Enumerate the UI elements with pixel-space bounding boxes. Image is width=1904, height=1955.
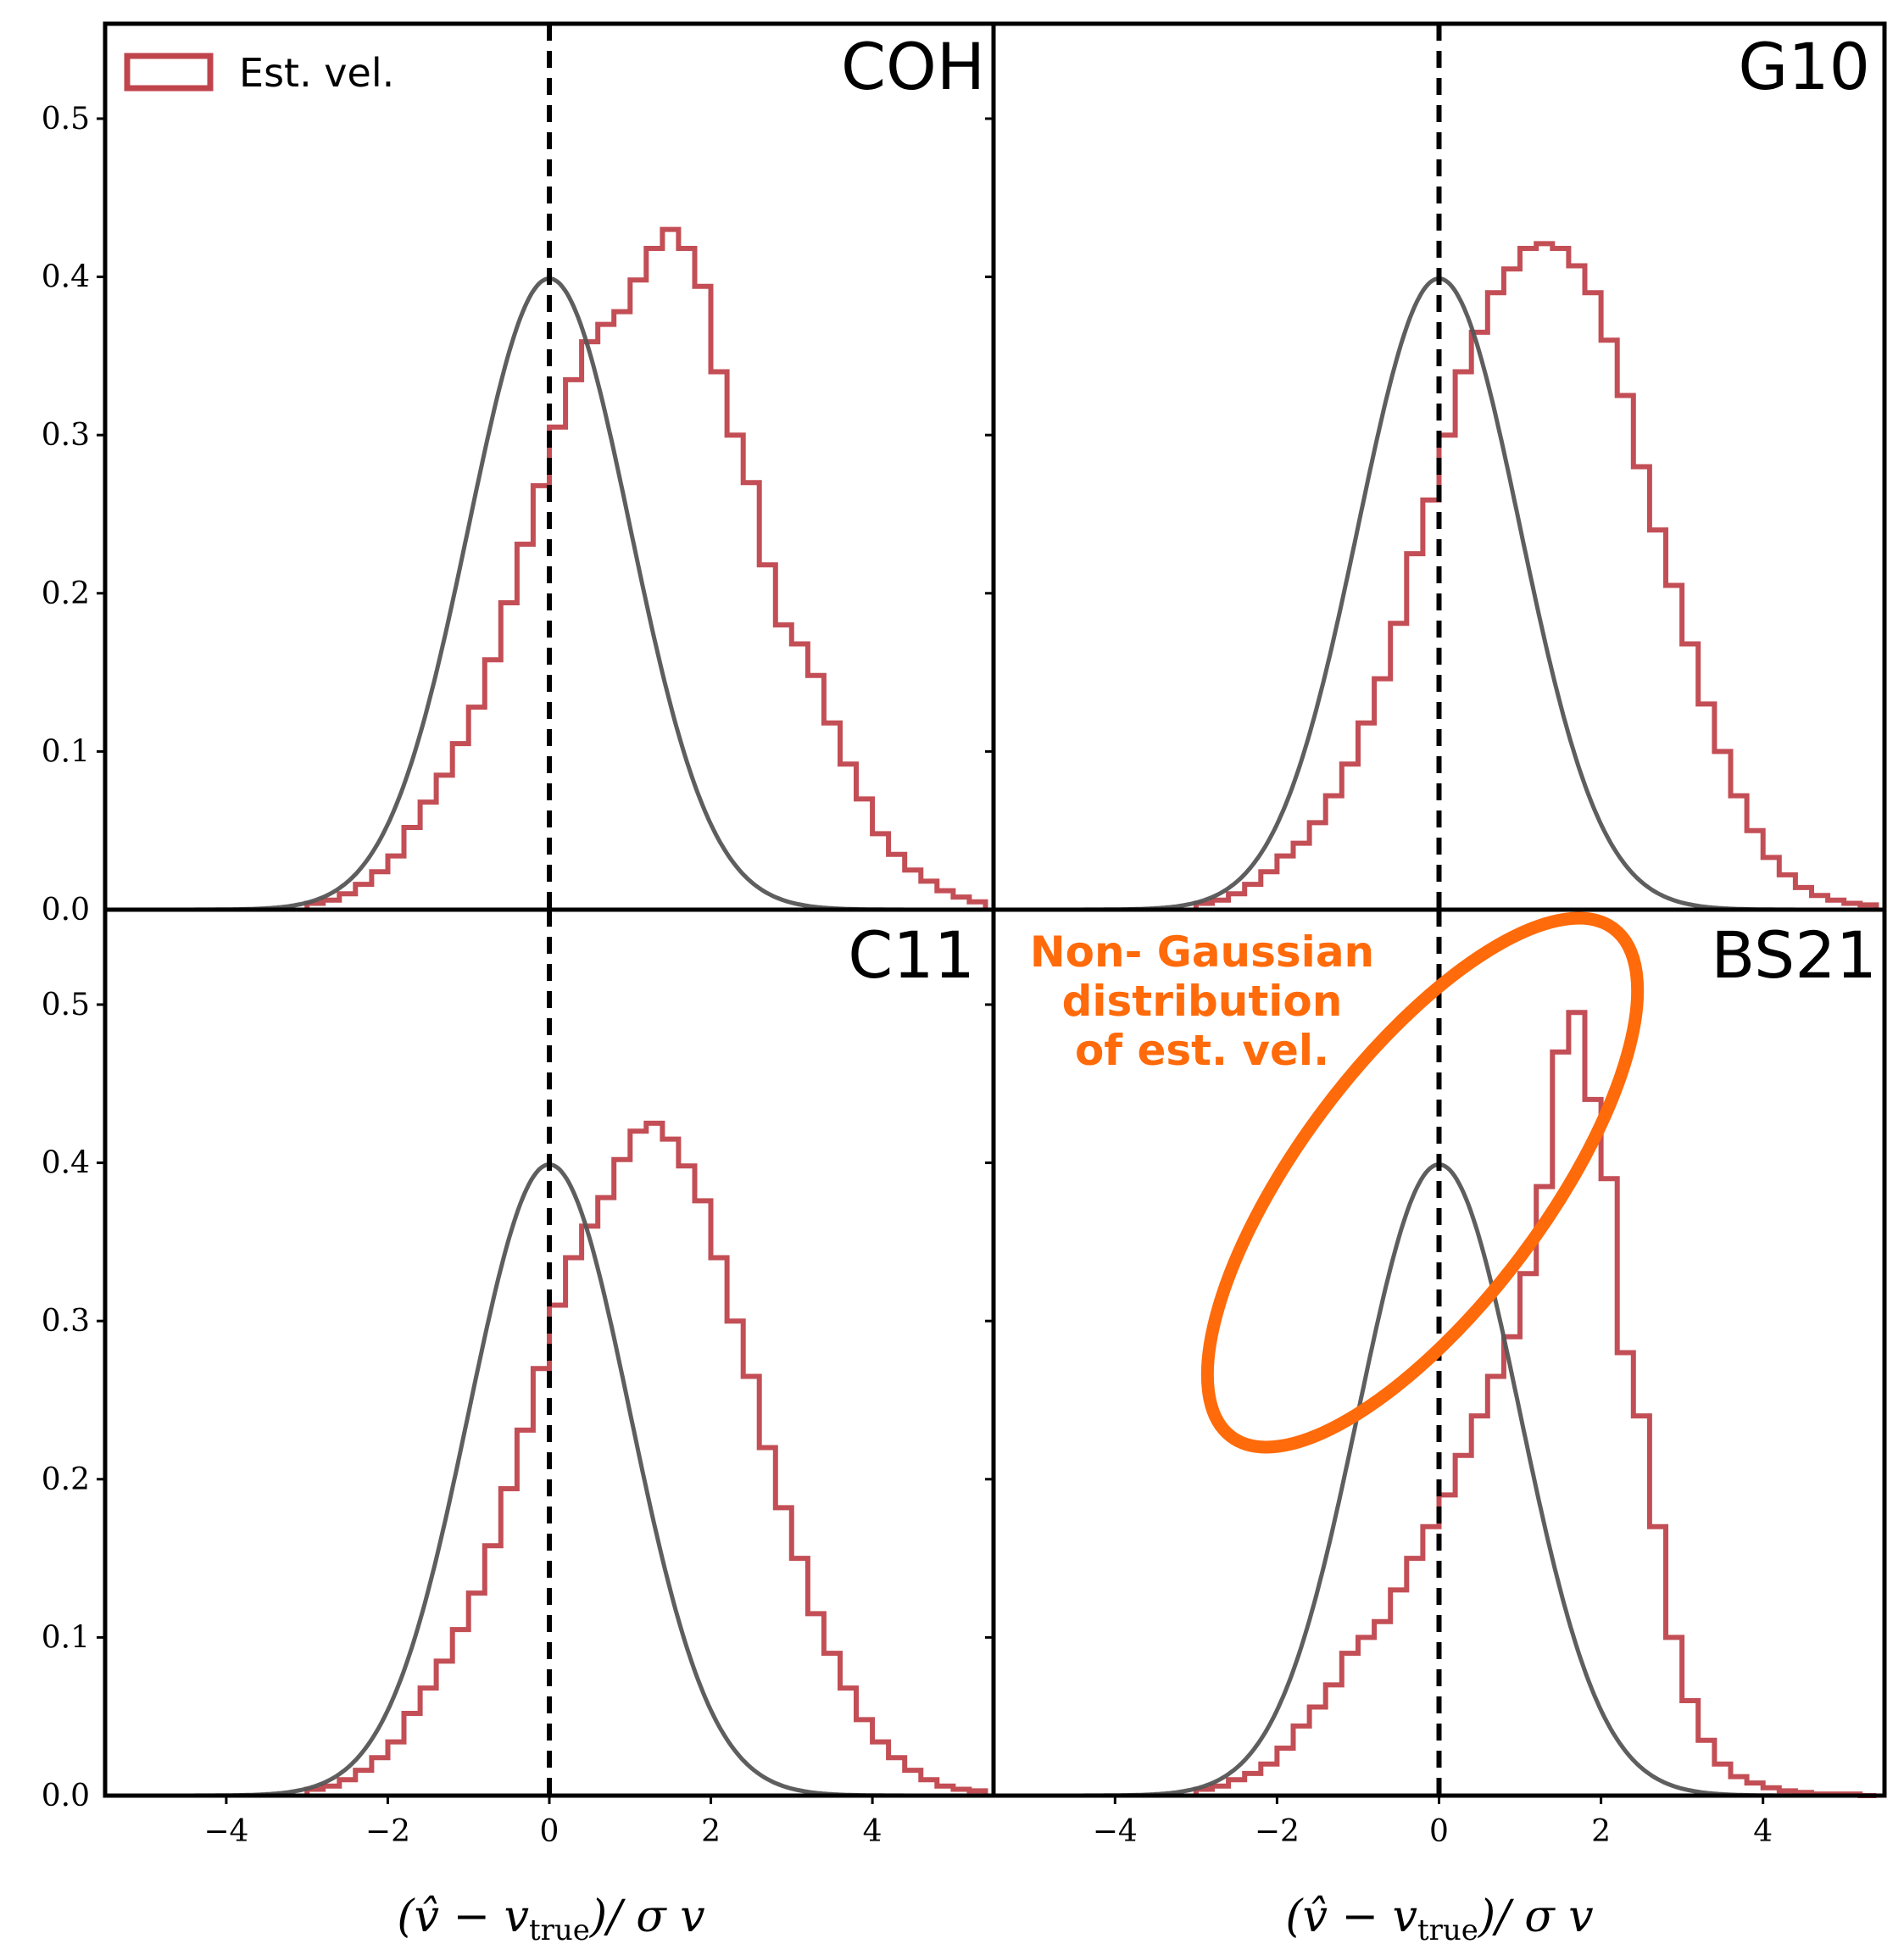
xlabel-left-sub: true xyxy=(529,1913,590,1947)
non-gaussian-annotation: Non- Gaussian distribution of est. vel. xyxy=(1030,911,1645,1454)
xtick-label-bs21-1: −2 xyxy=(1255,1814,1300,1849)
ytick-label-coh-5: 0.5 xyxy=(42,102,90,136)
annotation-ellipse xyxy=(1200,911,1645,1454)
frame-layer xyxy=(103,21,1887,1798)
histogram-g10 xyxy=(1193,241,1879,910)
xlabel-left-main: (v̂ − v xyxy=(397,1891,529,1942)
xlabel-right: (v̂ − vtrue)/ σ v xyxy=(1285,1891,1593,1947)
legend: Est. vel. xyxy=(124,50,394,96)
xtick-label-bs21-2: 0 xyxy=(1429,1814,1449,1849)
xlabel-left: (v̂ − vtrue)/ σ v xyxy=(397,1891,704,1947)
ytick-label-c11-2: 0.2 xyxy=(42,1462,90,1497)
ytick-label-c11-5: 0.5 xyxy=(42,988,90,1022)
ytick-label-coh-0: 0.0 xyxy=(42,893,90,927)
legend-label: Est. vel. xyxy=(239,50,394,96)
panel-c11 xyxy=(105,910,994,1798)
xtick-label-bs21-4: 4 xyxy=(1753,1814,1773,1849)
panel-title-c11: C11 xyxy=(848,917,975,993)
ytick-label-coh-3: 0.3 xyxy=(42,418,90,453)
xtick-label-c11-3: 2 xyxy=(701,1814,721,1849)
panel-title-g10: G10 xyxy=(1738,29,1870,104)
xtick-label-c11-4: 4 xyxy=(863,1814,882,1849)
svg-text:(v̂ − vtrue)/ σ v: (v̂ − vtrue)/ σ v xyxy=(397,1891,704,1947)
panel-coh xyxy=(105,24,994,912)
legend-swatch xyxy=(124,53,214,92)
xtick-label-bs21-3: 2 xyxy=(1591,1814,1611,1849)
histogram-coh xyxy=(304,226,988,910)
xtick-label-bs21-0: −4 xyxy=(1093,1814,1138,1849)
xtick-label-c11-1: −2 xyxy=(365,1814,410,1849)
ytick-label-c11-1: 0.1 xyxy=(42,1620,90,1655)
ytick-label-c11-0: 0.0 xyxy=(42,1779,90,1813)
ytick-label-coh-4: 0.4 xyxy=(42,260,90,295)
xlabel-left-tail: )/ σ v xyxy=(589,1891,705,1942)
svg-text:(v̂ − vtrue)/ σ v: (v̂ − vtrue)/ σ v xyxy=(1285,1891,1593,1947)
axis-layer: 0.0 0.1 0.2 0.3 0.4 0.5 0.0 0.1 0.2 0.3 0.4 0.5 −4 −2… xyxy=(42,102,1773,1849)
ytick-label-coh-2: 0.2 xyxy=(42,576,90,611)
ytick-label-c11-3: 0.3 xyxy=(42,1304,90,1339)
xlabel-right-main: (v̂ − v xyxy=(1285,1891,1417,1942)
annotation-line-1: Non- Gaussian xyxy=(1030,927,1374,977)
panel-title-coh: COH xyxy=(841,29,985,104)
xlabel-right-tail: )/ σ v xyxy=(1478,1891,1594,1942)
ytick-label-c11-4: 0.4 xyxy=(42,1146,90,1181)
histogram-bs21 xyxy=(1193,1010,1877,1798)
histogram-c11 xyxy=(304,1120,988,1796)
xtick-label-c11-0: −4 xyxy=(203,1814,248,1849)
panel-g10 xyxy=(994,24,1885,912)
panel-title-bs21: BS21 xyxy=(1711,917,1877,993)
ytick-label-coh-1: 0.1 xyxy=(42,734,90,769)
xtick-label-c11-2: 0 xyxy=(540,1814,560,1849)
annotation-line-3: of est. vel. xyxy=(1075,1026,1329,1075)
annotation-line-2: distribution xyxy=(1062,977,1343,1026)
xlabel-right-sub: true xyxy=(1417,1913,1478,1947)
